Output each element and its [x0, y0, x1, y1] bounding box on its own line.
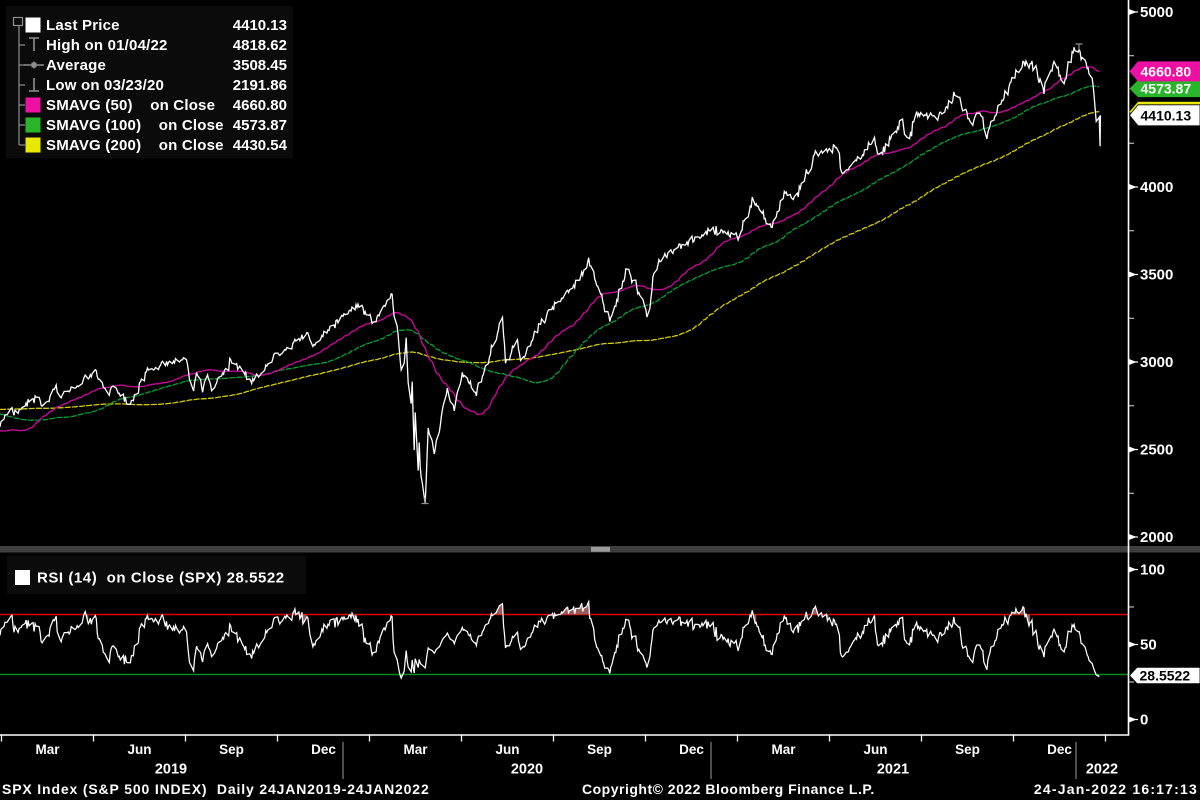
svg-text:Sep: Sep [955, 742, 980, 757]
svg-text:Jun: Jun [127, 742, 151, 757]
svg-text:2500: 2500 [1140, 442, 1173, 459]
svg-text:28.5522: 28.5522 [1140, 668, 1191, 684]
svg-text:Dec: Dec [311, 742, 336, 757]
svg-text:Copyright© 2022 Bloomberg Fina: Copyright© 2022 Bloomberg Finance L.P. [582, 781, 875, 797]
svg-text:Last Price: Last Price [46, 17, 120, 34]
svg-text:2191.86: 2191.86 [233, 77, 287, 94]
svg-text:100: 100 [1140, 562, 1165, 579]
svg-text:4660.80: 4660.80 [1141, 63, 1192, 79]
svg-text:SMAVG (50) on Close: SMAVG (50) on Close [46, 97, 215, 114]
svg-text:2019: 2019 [155, 762, 187, 778]
svg-text:Mar: Mar [771, 742, 796, 757]
svg-text:3000: 3000 [1140, 354, 1173, 371]
svg-text:3500: 3500 [1140, 267, 1173, 284]
svg-text:4000: 4000 [1140, 179, 1173, 196]
svg-text:3508.45: 3508.45 [233, 57, 287, 74]
svg-text:Jun: Jun [495, 742, 519, 757]
svg-text:RSI (14) on Close (SPX) 28.55: RSI (14) on Close (SPX) 28.5522 [37, 570, 285, 587]
svg-text:Mar: Mar [35, 742, 60, 757]
svg-text:High on 01/04/22: High on 01/04/22 [46, 37, 168, 54]
svg-text:Average: Average [46, 57, 106, 74]
svg-text:4818.62: 4818.62 [233, 37, 287, 54]
svg-text:Sep: Sep [219, 742, 244, 757]
svg-text:2020: 2020 [511, 762, 543, 778]
svg-text:Jun: Jun [863, 742, 887, 757]
svg-text:2022: 2022 [1086, 762, 1118, 778]
svg-text:4430.54: 4430.54 [233, 137, 288, 154]
svg-text:SMAVG (100) on Close: SMAVG (100) on Close [46, 117, 224, 134]
svg-text:SPX Index (S&P 500 INDEX) Dai: SPX Index (S&P 500 INDEX) Daily 24JAN201… [2, 781, 430, 797]
svg-text:Dec: Dec [679, 742, 704, 757]
svg-text:50: 50 [1140, 637, 1157, 654]
svg-text:4410.13: 4410.13 [233, 17, 287, 34]
svg-text:Mar: Mar [403, 742, 428, 757]
svg-text:Dec: Dec [1047, 742, 1072, 757]
svg-text:2021: 2021 [877, 762, 909, 778]
svg-text:4410.13: 4410.13 [1141, 107, 1192, 123]
svg-text:SMAVG (200) on Close: SMAVG (200) on Close [46, 137, 224, 154]
svg-text:Low on 03/23/20: Low on 03/23/20 [46, 77, 164, 94]
svg-text:2000: 2000 [1140, 529, 1173, 546]
svg-text:24-Jan-2022 16:17:13: 24-Jan-2022 16:17:13 [1034, 781, 1198, 797]
svg-text:4573.87: 4573.87 [1141, 81, 1192, 97]
svg-text:0: 0 [1140, 712, 1148, 729]
svg-text:4660.80: 4660.80 [233, 97, 287, 114]
svg-text:4573.87: 4573.87 [233, 117, 287, 134]
svg-text:Sep: Sep [587, 742, 612, 757]
svg-text:5000: 5000 [1140, 4, 1173, 21]
